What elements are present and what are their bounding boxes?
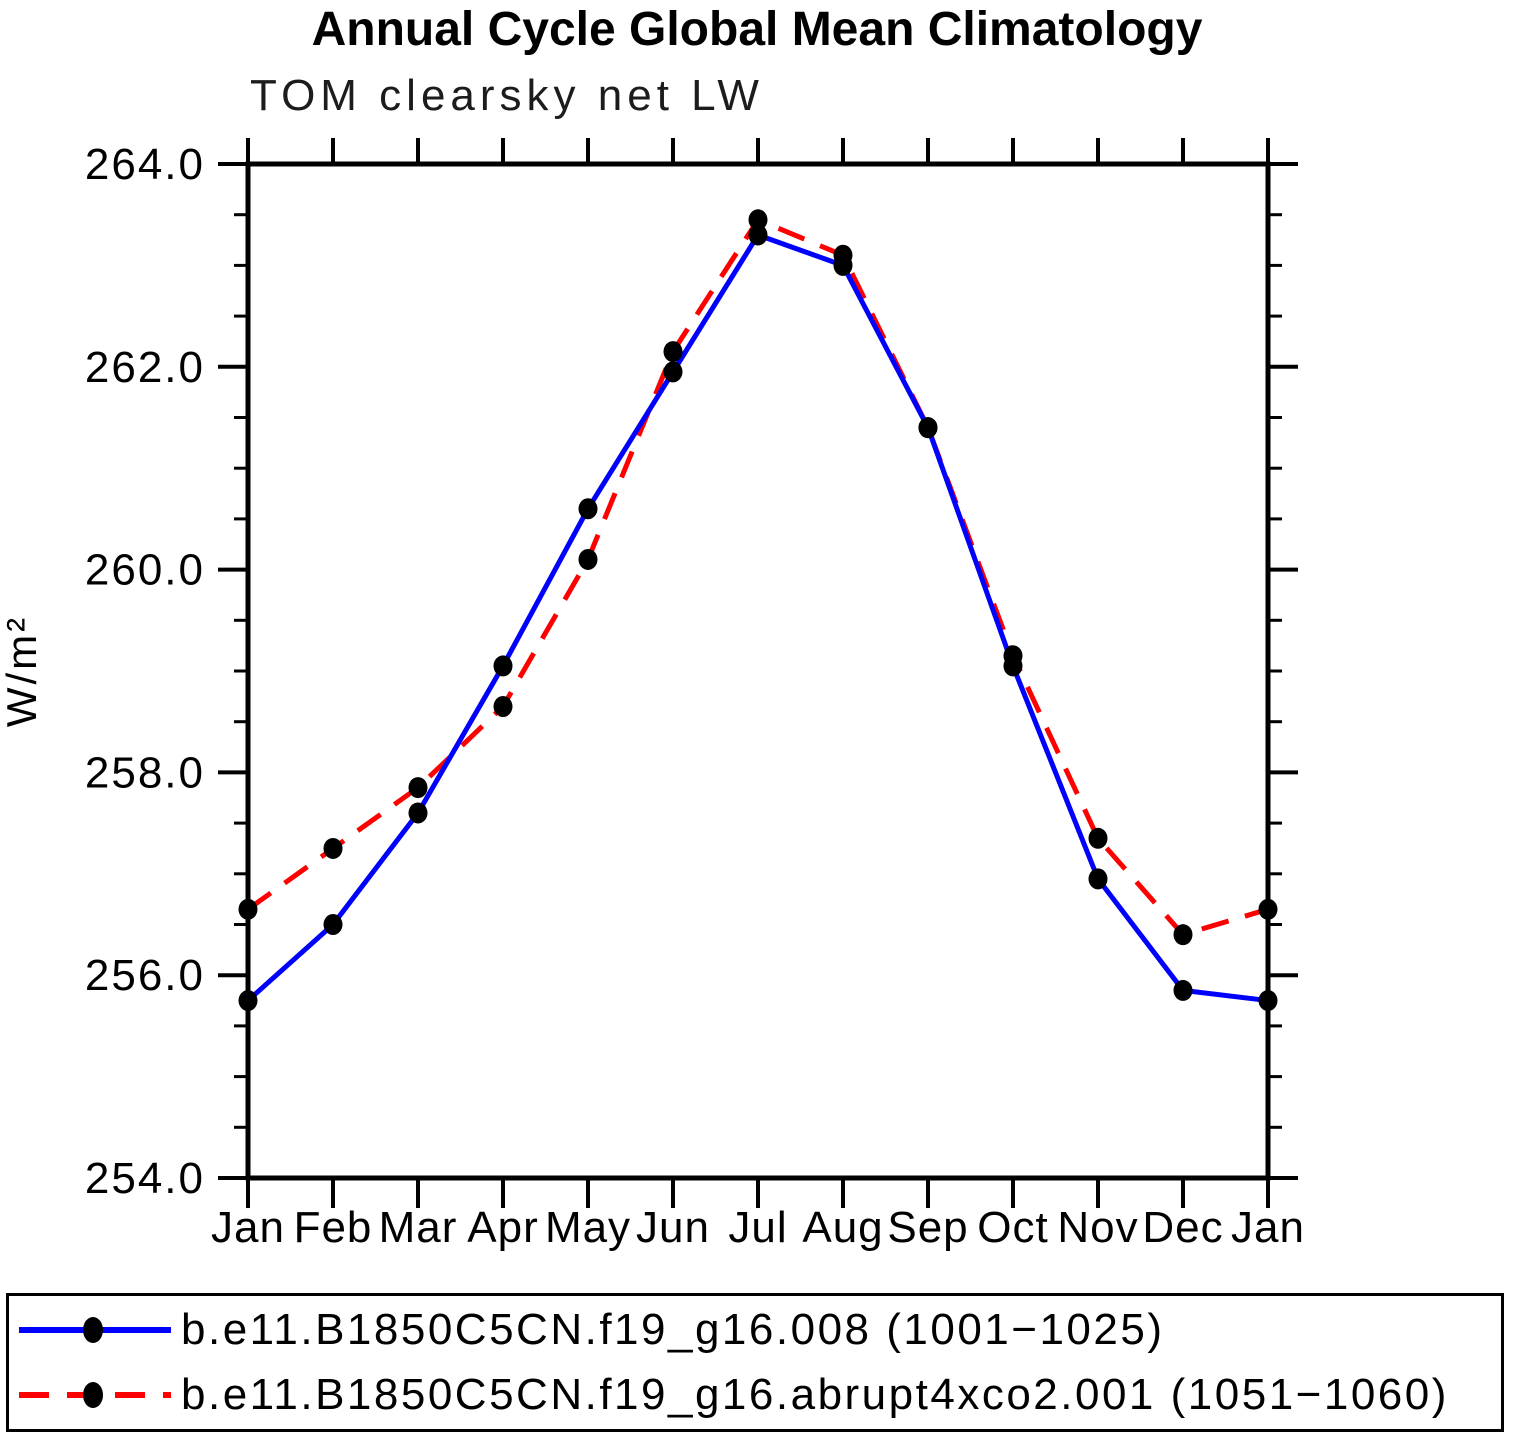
y-tick-label: 260.0 [85,546,205,595]
data-point-marker-series-1 [578,548,598,570]
legend-item: b.e11.B1850C5CN.f19_g16.008 (1001−1025) [13,1299,1501,1361]
data-point-marker-series-0 [408,802,428,824]
x-tick-label: May [545,1203,631,1252]
data-point-marker-series-0 [1258,990,1278,1012]
x-tick-label: Jan [1231,1203,1305,1252]
legend-item: b.e11.B1850C5CN.f19_g16.abrupt4xco2.001 … [13,1364,1501,1426]
data-point-marker-series-1 [323,837,343,859]
legend-line-sample-solid [19,1317,171,1343]
y-tick-label: 264.0 [85,140,205,189]
y-axis-label: W/m² [0,615,45,727]
chart-subtitle: TOM clearsky net LW [250,71,764,120]
x-tick-label: Apr [467,1203,538,1252]
data-point-marker-series-0 [1088,868,1108,890]
series-line-0 [246,231,1269,1004]
data-point-marker-series-1 [493,695,513,717]
x-tick-label: Jun [636,1203,710,1252]
x-tick-label: Mar [379,1203,458,1252]
data-point-marker-series-1 [1258,898,1278,920]
legend-label: b.e11.B1850C5CN.f19_g16.abrupt4xco2.001 … [181,1370,1449,1419]
y-tick-label: 262.0 [85,343,205,392]
data-point-marker-series-1 [238,898,258,920]
data-point-marker-series-1 [1173,924,1193,946]
legend-label: b.e11.B1850C5CN.f19_g16.008 (1001−1025) [181,1305,1165,1354]
x-tick-label: Nov [1057,1203,1138,1252]
x-tick-label: Oct [977,1203,1048,1252]
series-line-1 [246,216,1269,938]
data-point-marker-series-0 [748,224,768,246]
data-point-marker-series-1 [663,341,683,363]
x-tick-label: Aug [802,1203,883,1252]
data-point-marker-series-1 [748,209,768,231]
data-point-marker-series-1 [918,417,938,439]
data-point-marker-series-0 [323,914,343,935]
x-tick-label: Sep [887,1203,968,1252]
y-tick-label: 254.0 [85,1154,205,1203]
data-point-marker-series-0 [238,990,258,1012]
data-point-marker-series-1 [833,244,853,266]
data-point-marker-series-1 [408,777,428,799]
legend-marker-dot [83,1317,103,1343]
y-tick-label: 258.0 [85,748,205,797]
x-tick-label: Jul [728,1203,787,1252]
plot-frame [245,161,1271,1181]
data-point-marker-series-0 [578,498,598,520]
data-point-marker-series-0 [663,361,683,383]
data-point-marker-series-0 [1173,979,1193,1001]
x-tick-label: Feb [294,1203,373,1252]
legend-line-sample-dashed [19,1382,171,1408]
data-point-marker-series-0 [493,655,513,677]
data-point-marker-series-1 [1003,645,1023,667]
legend-marker-dot [83,1382,103,1408]
y-tick-label: 256.0 [85,951,205,1000]
chart-title: Annual Cycle Global Mean Climatology [311,3,1203,56]
x-tick-label: Jan [211,1203,285,1252]
data-point-marker-series-1 [1088,827,1108,849]
x-tick-label: Dec [1142,1203,1223,1252]
legend: b.e11.B1850C5CN.f19_g16.008 (1001−1025) … [6,1293,1504,1432]
